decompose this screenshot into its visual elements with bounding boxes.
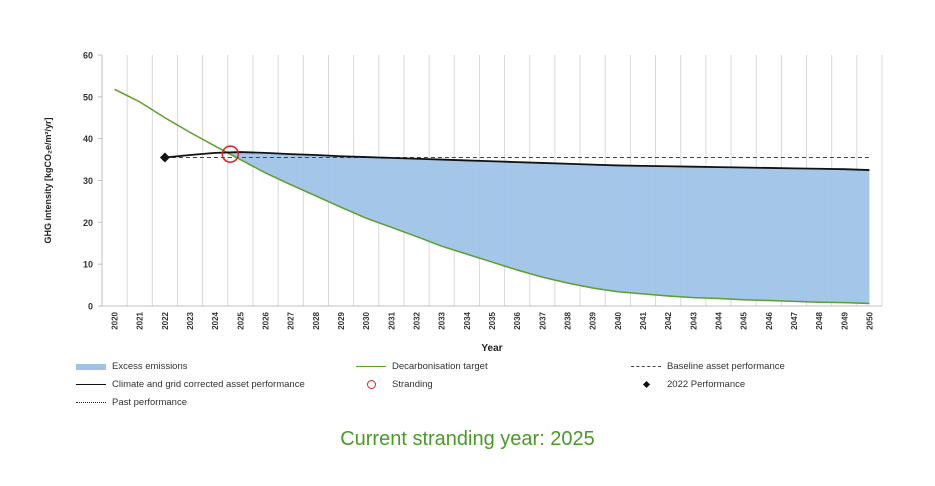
x-tick-label-2042: 2042 [664, 311, 673, 329]
y-tick-label-30: 30 [83, 176, 93, 186]
y-tick-label-0: 0 [88, 302, 93, 312]
x-axis-title: Year [481, 343, 502, 354]
x-tick-label-2028: 2028 [312, 311, 321, 329]
x-tick-label-2044: 2044 [714, 311, 723, 329]
x-tick-label-2025: 2025 [236, 311, 245, 329]
y-tick-label-40: 40 [83, 134, 93, 144]
x-tick-label-2049: 2049 [840, 311, 849, 329]
x-tick-label-2041: 2041 [639, 311, 648, 329]
stranding-marker [221, 145, 240, 163]
corrected-asset-performance-line [164, 151, 870, 171]
y-axis-title: GHG intensity [kgCO₂e/m²/yr] [43, 117, 53, 243]
x-tick-label-2048: 2048 [815, 311, 824, 329]
x-tick-label-2021: 2021 [136, 311, 145, 329]
x-tick-label-2040: 2040 [614, 311, 623, 329]
x-tick-label-2035: 2035 [488, 311, 497, 329]
x-tick-label-2047: 2047 [790, 311, 799, 329]
x-tick-label-2030: 2030 [362, 311, 371, 329]
x-tick-label-2043: 2043 [689, 311, 698, 329]
x-tick-label-2050: 2050 [865, 311, 874, 329]
x-tick-label-2033: 2033 [438, 311, 447, 329]
y-tick-label-60: 60 [83, 51, 93, 61]
performance-2022-marker [159, 152, 170, 163]
x-tick-label-2034: 2034 [463, 311, 472, 329]
x-tick-label-2032: 2032 [413, 311, 422, 329]
x-tick-label-2031: 2031 [387, 311, 396, 329]
y-tick-label-20: 20 [83, 218, 93, 228]
x-tick-label-2023: 2023 [186, 311, 195, 329]
x-tick-label-2036: 2036 [513, 311, 522, 329]
decarbonisation-target-line [114, 88, 870, 305]
x-tick-label-2039: 2039 [589, 311, 598, 329]
x-tick-label-2038: 2038 [563, 311, 572, 329]
x-tick-label-2026: 2026 [262, 311, 271, 329]
excess-emissions-area [227, 152, 870, 304]
y-tick-label-10: 10 [83, 260, 93, 270]
x-tick-label-2024: 2024 [211, 311, 220, 329]
x-tick-label-2020: 2020 [111, 311, 120, 329]
x-tick-label-2022: 2022 [161, 311, 170, 329]
x-tick-label-2037: 2037 [538, 311, 547, 329]
x-tick-label-2027: 2027 [287, 311, 296, 329]
x-tick-label-2029: 2029 [337, 311, 346, 329]
stranding-year-caption: Current stranding year: 2025 [340, 428, 595, 450]
x-tick-label-2045: 2045 [740, 311, 749, 329]
y-tick-label-50: 50 [83, 92, 93, 102]
x-tick-label-2046: 2046 [765, 311, 774, 329]
